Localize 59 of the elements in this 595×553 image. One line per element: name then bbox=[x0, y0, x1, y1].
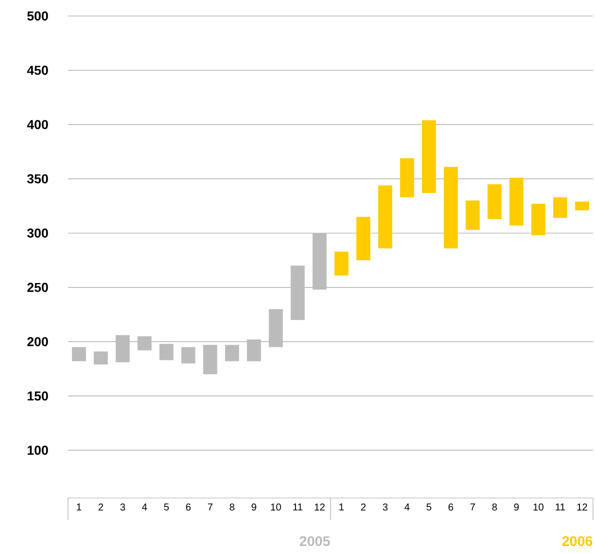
bar bbox=[116, 335, 130, 362]
y-tick-label: 250 bbox=[27, 282, 48, 292]
x-tick-label: 1 bbox=[339, 504, 344, 510]
bar bbox=[290, 266, 305, 320]
bar bbox=[422, 120, 436, 193]
bar bbox=[159, 344, 174, 360]
x-tick-label: 5 bbox=[426, 504, 432, 510]
bar bbox=[181, 347, 196, 364]
bar bbox=[203, 344, 218, 374]
bar bbox=[575, 202, 590, 210]
x-tick-label: 12 bbox=[577, 504, 588, 510]
bar bbox=[72, 347, 86, 362]
bar bbox=[466, 200, 480, 230]
y-tick-label: 400 bbox=[27, 120, 48, 130]
text: 2006 bbox=[562, 536, 592, 546]
y-tick-label: 300 bbox=[27, 228, 48, 238]
text: 2005 bbox=[300, 536, 330, 546]
x-tick-label: 3 bbox=[382, 504, 388, 511]
bar bbox=[356, 216, 370, 260]
bar bbox=[400, 158, 414, 198]
bar bbox=[268, 309, 283, 348]
x-tick-label: 10 bbox=[271, 504, 281, 511]
y-tick-label: 150 bbox=[28, 391, 48, 401]
bar bbox=[488, 184, 502, 219]
x-tick-label: 10 bbox=[534, 504, 544, 511]
x-tick-label: 9 bbox=[252, 504, 256, 511]
x-tick-label: 7 bbox=[470, 504, 475, 510]
y-tick-label: 200 bbox=[27, 337, 48, 346]
bar bbox=[246, 340, 261, 362]
x-tick-label: 5 bbox=[164, 504, 169, 510]
x-tick-label: 8 bbox=[230, 504, 234, 511]
bar bbox=[94, 351, 108, 364]
x-tick-label: 6 bbox=[448, 504, 454, 511]
x-tick-label: 11 bbox=[556, 504, 565, 510]
bar bbox=[225, 344, 240, 362]
x-tick-label: 9 bbox=[514, 504, 519, 511]
bar bbox=[553, 197, 568, 218]
y-tick-label: 450 bbox=[27, 66, 48, 75]
x-tick-label: 11 bbox=[293, 504, 302, 510]
bar bbox=[531, 204, 546, 236]
y-tick-label: 350 bbox=[27, 174, 48, 184]
x-tick-label: 3 bbox=[120, 504, 126, 511]
x-tick-label: 4 bbox=[404, 504, 410, 510]
x-tick-label: 12 bbox=[314, 504, 325, 510]
x-tick-label: 8 bbox=[492, 504, 497, 511]
bar bbox=[378, 185, 392, 248]
bar bbox=[312, 233, 327, 290]
x-tick-label: 6 bbox=[186, 504, 191, 511]
bar bbox=[334, 252, 348, 276]
x-tick-label: 4 bbox=[142, 504, 148, 510]
x-tick-label: 1 bbox=[76, 504, 82, 510]
bar bbox=[509, 178, 524, 226]
x-tick-label: 7 bbox=[208, 504, 212, 510]
y-tick-label: 500 bbox=[27, 11, 48, 21]
bar bbox=[138, 336, 152, 350]
x-tick-label: 2 bbox=[98, 504, 104, 510]
bar bbox=[444, 166, 458, 248]
x-tick-label: 2 bbox=[361, 504, 366, 510]
y-tick-label: 100 bbox=[28, 446, 48, 455]
